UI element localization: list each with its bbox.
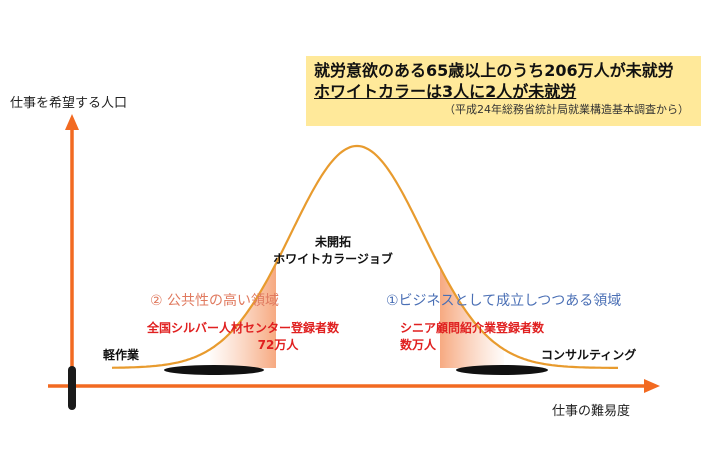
left-group-count: 72万人 [257, 338, 299, 352]
left-group-base [164, 365, 264, 375]
right-group-name: シニア顧問紹介業登録者数 [400, 321, 545, 335]
right-region-shading [440, 267, 504, 368]
y-axis-label: 仕事を希望する人口 [10, 96, 128, 111]
right-region-title: ①ビジネスとして成立しつつある領域 [386, 293, 622, 309]
x-axis-arrowhead [644, 379, 660, 393]
left-region-shading [210, 263, 276, 368]
right-group-count: 数万人 [400, 338, 437, 352]
left-region-title: ② 公共性の高い領域 [150, 293, 280, 309]
peak-label: 未開拓 ホワイトカラージョブ [268, 234, 398, 268]
left-group-label: 全国シルバー人材センター登録者数 72万人 [126, 320, 360, 354]
callout-source: （平成24年総務省統計局就業構造基本調査から） [444, 103, 689, 116]
callout-line-2: ホワイトカラーは3人に2人が未就労 [314, 82, 577, 101]
right-group-label: シニア顧問紹介業登録者数 数万人 [400, 320, 544, 354]
y-axis-arrowhead [65, 114, 79, 130]
bell-curve [111, 144, 618, 369]
right-endpoint-label: コンサルティング [541, 348, 637, 362]
right-group-base [456, 365, 548, 375]
origin-marker [68, 366, 76, 410]
peak-label-line-2: ホワイトカラージョブ [273, 252, 393, 266]
callout-line-1: 就労意欲のある65歳以上のうち206万人が未就労 [314, 61, 674, 80]
summary-callout: 就労意欲のある65歳以上のうち206万人が未就労 ホワイトカラーは3人に2人が未… [306, 56, 701, 126]
left-group-name: 全国シルバー人材センター登録者数 [146, 321, 339, 335]
x-axis-label: 仕事の難易度 [552, 404, 631, 419]
peak-label-line-1: 未開拓 [314, 235, 351, 249]
left-endpoint-label: 軽作業 [103, 348, 140, 362]
